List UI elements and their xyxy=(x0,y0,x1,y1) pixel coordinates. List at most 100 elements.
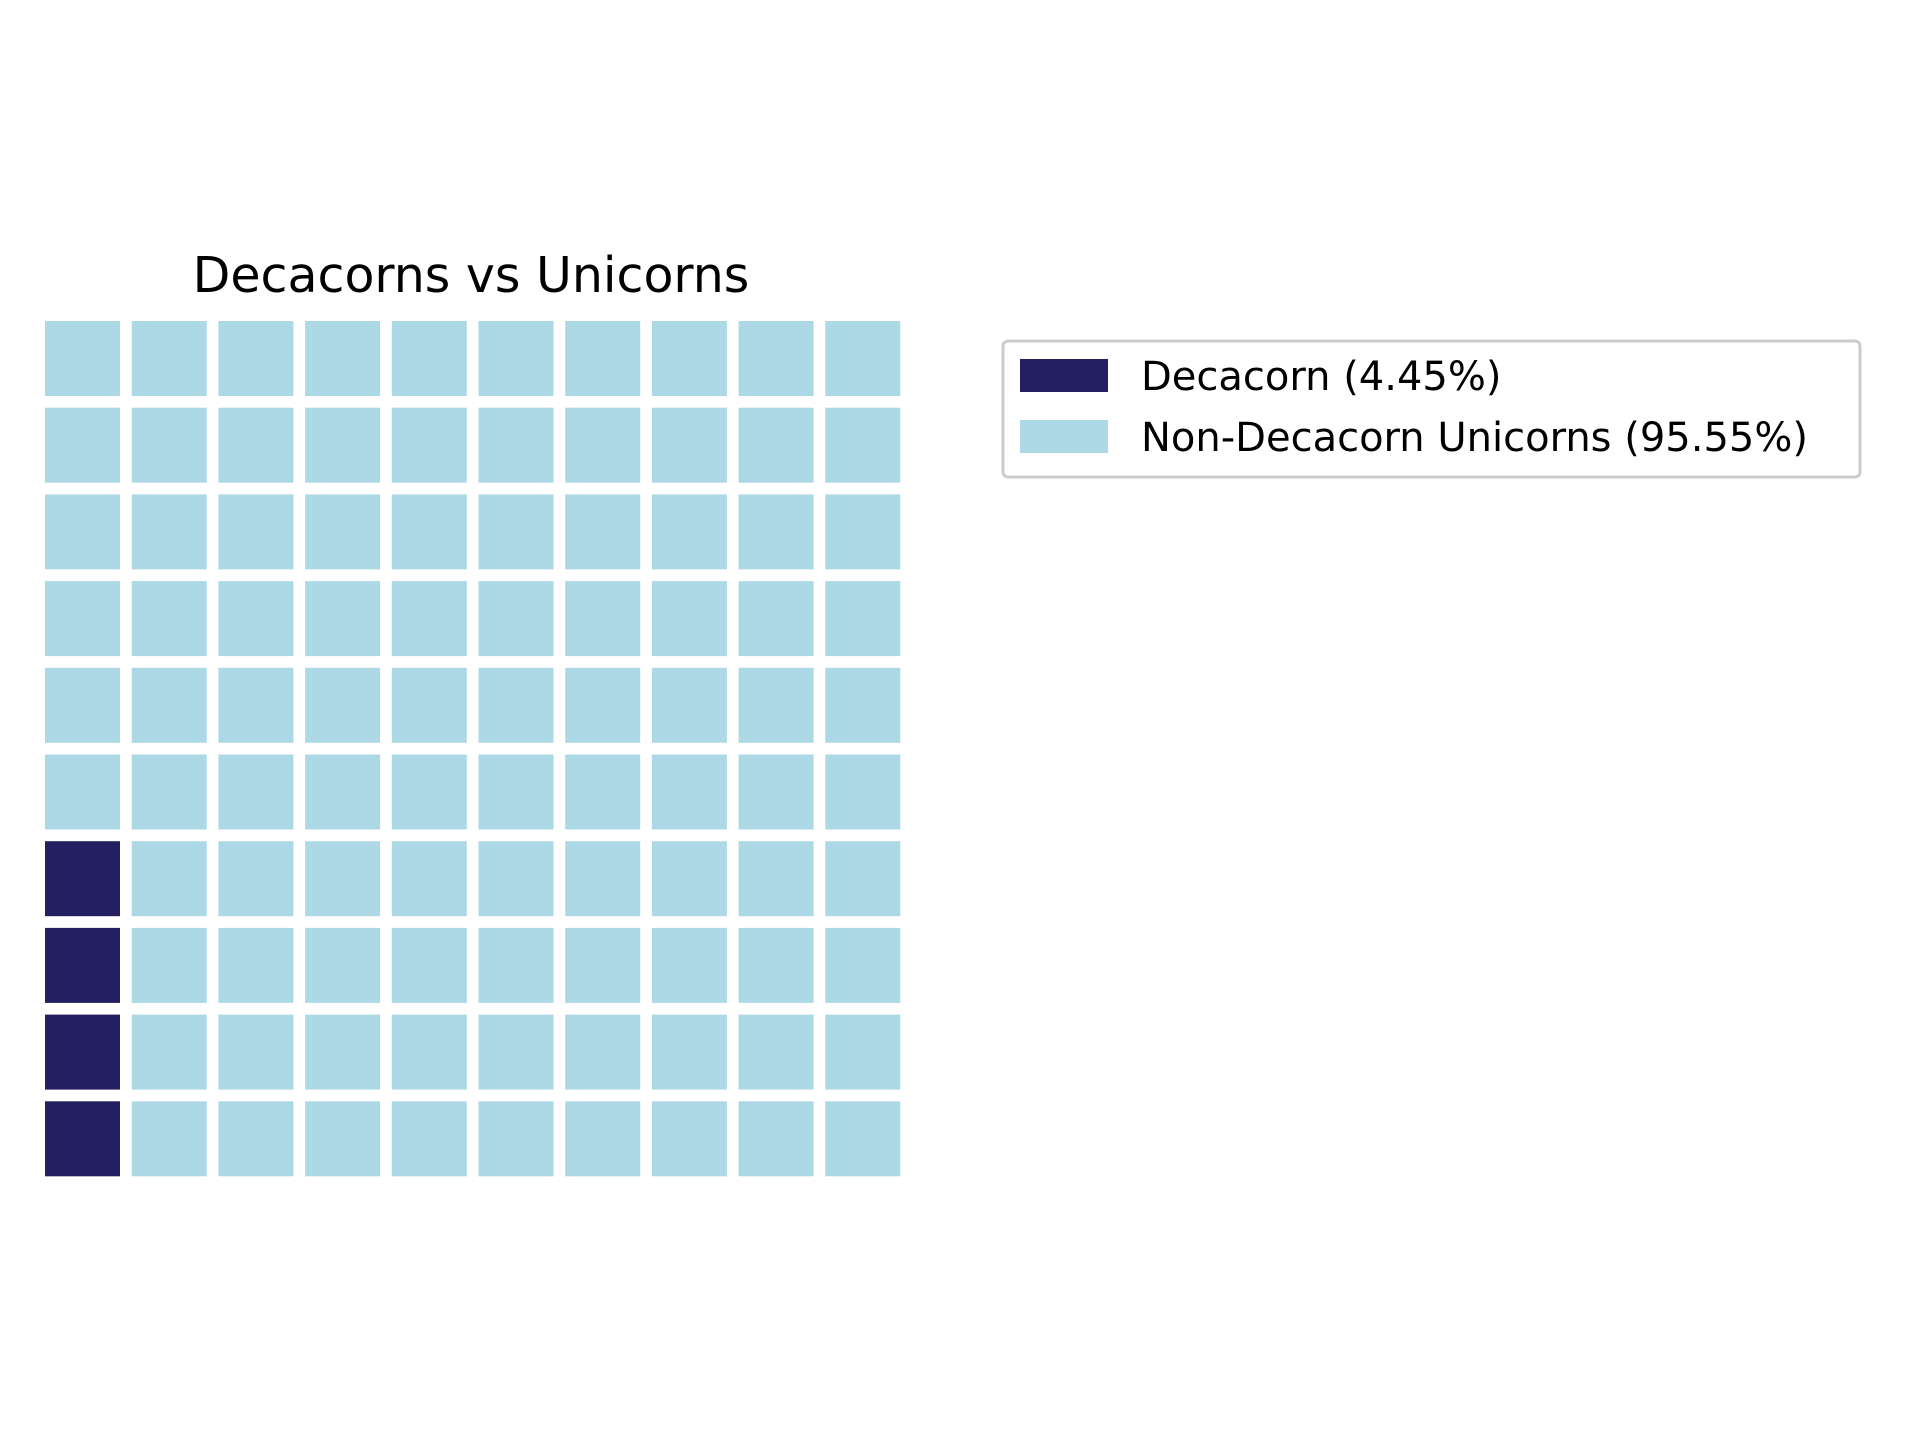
waffle-square-non-decacorn xyxy=(651,494,727,570)
waffle-square-non-decacorn xyxy=(391,494,467,570)
waffle-square-non-decacorn xyxy=(478,321,554,396)
waffle-square-non-decacorn xyxy=(651,667,727,743)
waffle-square-non-decacorn xyxy=(305,407,381,483)
waffle-square-decacorn xyxy=(45,841,120,917)
waffle-square-non-decacorn xyxy=(651,1101,727,1177)
waffle-square-non-decacorn xyxy=(218,321,294,396)
waffle-square-non-decacorn xyxy=(305,1014,381,1090)
waffle-square-non-decacorn xyxy=(218,927,294,1003)
waffle-square-non-decacorn xyxy=(391,1014,467,1090)
legend-label-decacorn: Decacorn (4.45%) xyxy=(1141,354,1501,400)
waffle-square-non-decacorn xyxy=(478,1014,554,1090)
waffle-grid xyxy=(45,321,901,1177)
waffle-square-non-decacorn xyxy=(131,1014,207,1090)
waffle-square-non-decacorn xyxy=(825,1101,901,1177)
waffle-square-non-decacorn xyxy=(738,494,814,570)
waffle-square-non-decacorn xyxy=(825,927,901,1003)
waffle-square-non-decacorn xyxy=(305,927,381,1003)
waffle-square-non-decacorn xyxy=(131,841,207,917)
waffle-square-non-decacorn xyxy=(565,494,641,570)
waffle-square-non-decacorn xyxy=(651,841,727,917)
waffle-square-non-decacorn xyxy=(131,1101,207,1177)
waffle-square-non-decacorn xyxy=(738,667,814,743)
waffle-square-non-decacorn xyxy=(218,1014,294,1090)
waffle-square-non-decacorn xyxy=(391,841,467,917)
waffle-square-non-decacorn xyxy=(391,754,467,830)
waffle-square-non-decacorn xyxy=(825,321,901,396)
waffle-square-non-decacorn xyxy=(738,581,814,657)
waffle-square-non-decacorn xyxy=(218,494,294,570)
waffle-square-non-decacorn xyxy=(305,581,381,657)
waffle-square-non-decacorn xyxy=(305,494,381,570)
waffle-square-non-decacorn xyxy=(305,754,381,830)
waffle-square-non-decacorn xyxy=(565,927,641,1003)
waffle-square-non-decacorn xyxy=(738,841,814,917)
waffle-square-non-decacorn xyxy=(131,581,207,657)
waffle-square-non-decacorn xyxy=(391,1101,467,1177)
waffle-square-non-decacorn xyxy=(391,321,467,396)
waffle-square-non-decacorn xyxy=(651,927,727,1003)
waffle-square-non-decacorn xyxy=(825,754,901,830)
waffle-square-non-decacorn xyxy=(45,494,120,570)
waffle-square-non-decacorn xyxy=(305,1101,381,1177)
waffle-square-non-decacorn xyxy=(478,754,554,830)
waffle-square-non-decacorn xyxy=(825,407,901,483)
waffle-square-non-decacorn xyxy=(218,667,294,743)
waffle-square-non-decacorn xyxy=(651,754,727,830)
waffle-square-non-decacorn xyxy=(565,407,641,483)
waffle-square-non-decacorn xyxy=(825,1014,901,1090)
waffle-square-non-decacorn xyxy=(738,754,814,830)
waffle-square-decacorn xyxy=(45,1014,120,1090)
waffle-square-non-decacorn xyxy=(738,927,814,1003)
waffle-square-non-decacorn xyxy=(305,841,381,917)
waffle-square-non-decacorn xyxy=(218,407,294,483)
waffle-square-non-decacorn xyxy=(651,581,727,657)
waffle-square-non-decacorn xyxy=(218,841,294,917)
waffle-square-non-decacorn xyxy=(45,407,120,483)
waffle-square-non-decacorn xyxy=(738,321,814,396)
waffle-square-non-decacorn xyxy=(651,321,727,396)
legend-swatch-non-decacorn xyxy=(1020,420,1108,453)
waffle-square-non-decacorn xyxy=(825,581,901,657)
legend: Decacorn (4.45%) Non-Decacorn Unicorns (… xyxy=(1001,339,1862,479)
waffle-square-non-decacorn xyxy=(391,667,467,743)
waffle-square-non-decacorn xyxy=(305,667,381,743)
legend-swatch-decacorn xyxy=(1020,359,1108,392)
waffle-square-non-decacorn xyxy=(305,321,381,396)
waffle-square-non-decacorn xyxy=(391,581,467,657)
waffle-square-non-decacorn xyxy=(478,667,554,743)
waffle-square-non-decacorn xyxy=(45,754,120,830)
waffle-square-non-decacorn xyxy=(131,667,207,743)
waffle-square-non-decacorn xyxy=(131,927,207,1003)
waffle-square-non-decacorn xyxy=(565,1101,641,1177)
waffle-square-non-decacorn xyxy=(131,754,207,830)
waffle-square-non-decacorn xyxy=(825,494,901,570)
waffle-square-non-decacorn xyxy=(218,1101,294,1177)
waffle-square-non-decacorn xyxy=(565,667,641,743)
waffle-square-non-decacorn xyxy=(651,1014,727,1090)
waffle-square-non-decacorn xyxy=(825,841,901,917)
waffle-square-non-decacorn xyxy=(45,321,120,396)
waffle-square-decacorn xyxy=(45,1101,120,1177)
waffle-square-non-decacorn xyxy=(478,494,554,570)
waffle-square-non-decacorn xyxy=(565,321,641,396)
chart-title: Decacorns vs Unicorns xyxy=(193,247,750,304)
waffle-square-non-decacorn xyxy=(218,754,294,830)
waffle-square-non-decacorn xyxy=(565,1014,641,1090)
waffle-square-non-decacorn xyxy=(651,407,727,483)
waffle-square-non-decacorn xyxy=(131,407,207,483)
legend-frame xyxy=(1001,339,1862,479)
waffle-square-non-decacorn xyxy=(391,407,467,483)
waffle-square-non-decacorn xyxy=(218,581,294,657)
waffle-square-non-decacorn xyxy=(738,407,814,483)
waffle-square-non-decacorn xyxy=(478,841,554,917)
waffle-square-non-decacorn xyxy=(391,927,467,1003)
waffle-square-non-decacorn xyxy=(478,927,554,1003)
waffle-square-non-decacorn xyxy=(131,494,207,570)
waffle-square-non-decacorn xyxy=(565,841,641,917)
waffle-square-non-decacorn xyxy=(478,581,554,657)
waffle-square-non-decacorn xyxy=(738,1014,814,1090)
waffle-square-non-decacorn xyxy=(738,1101,814,1177)
